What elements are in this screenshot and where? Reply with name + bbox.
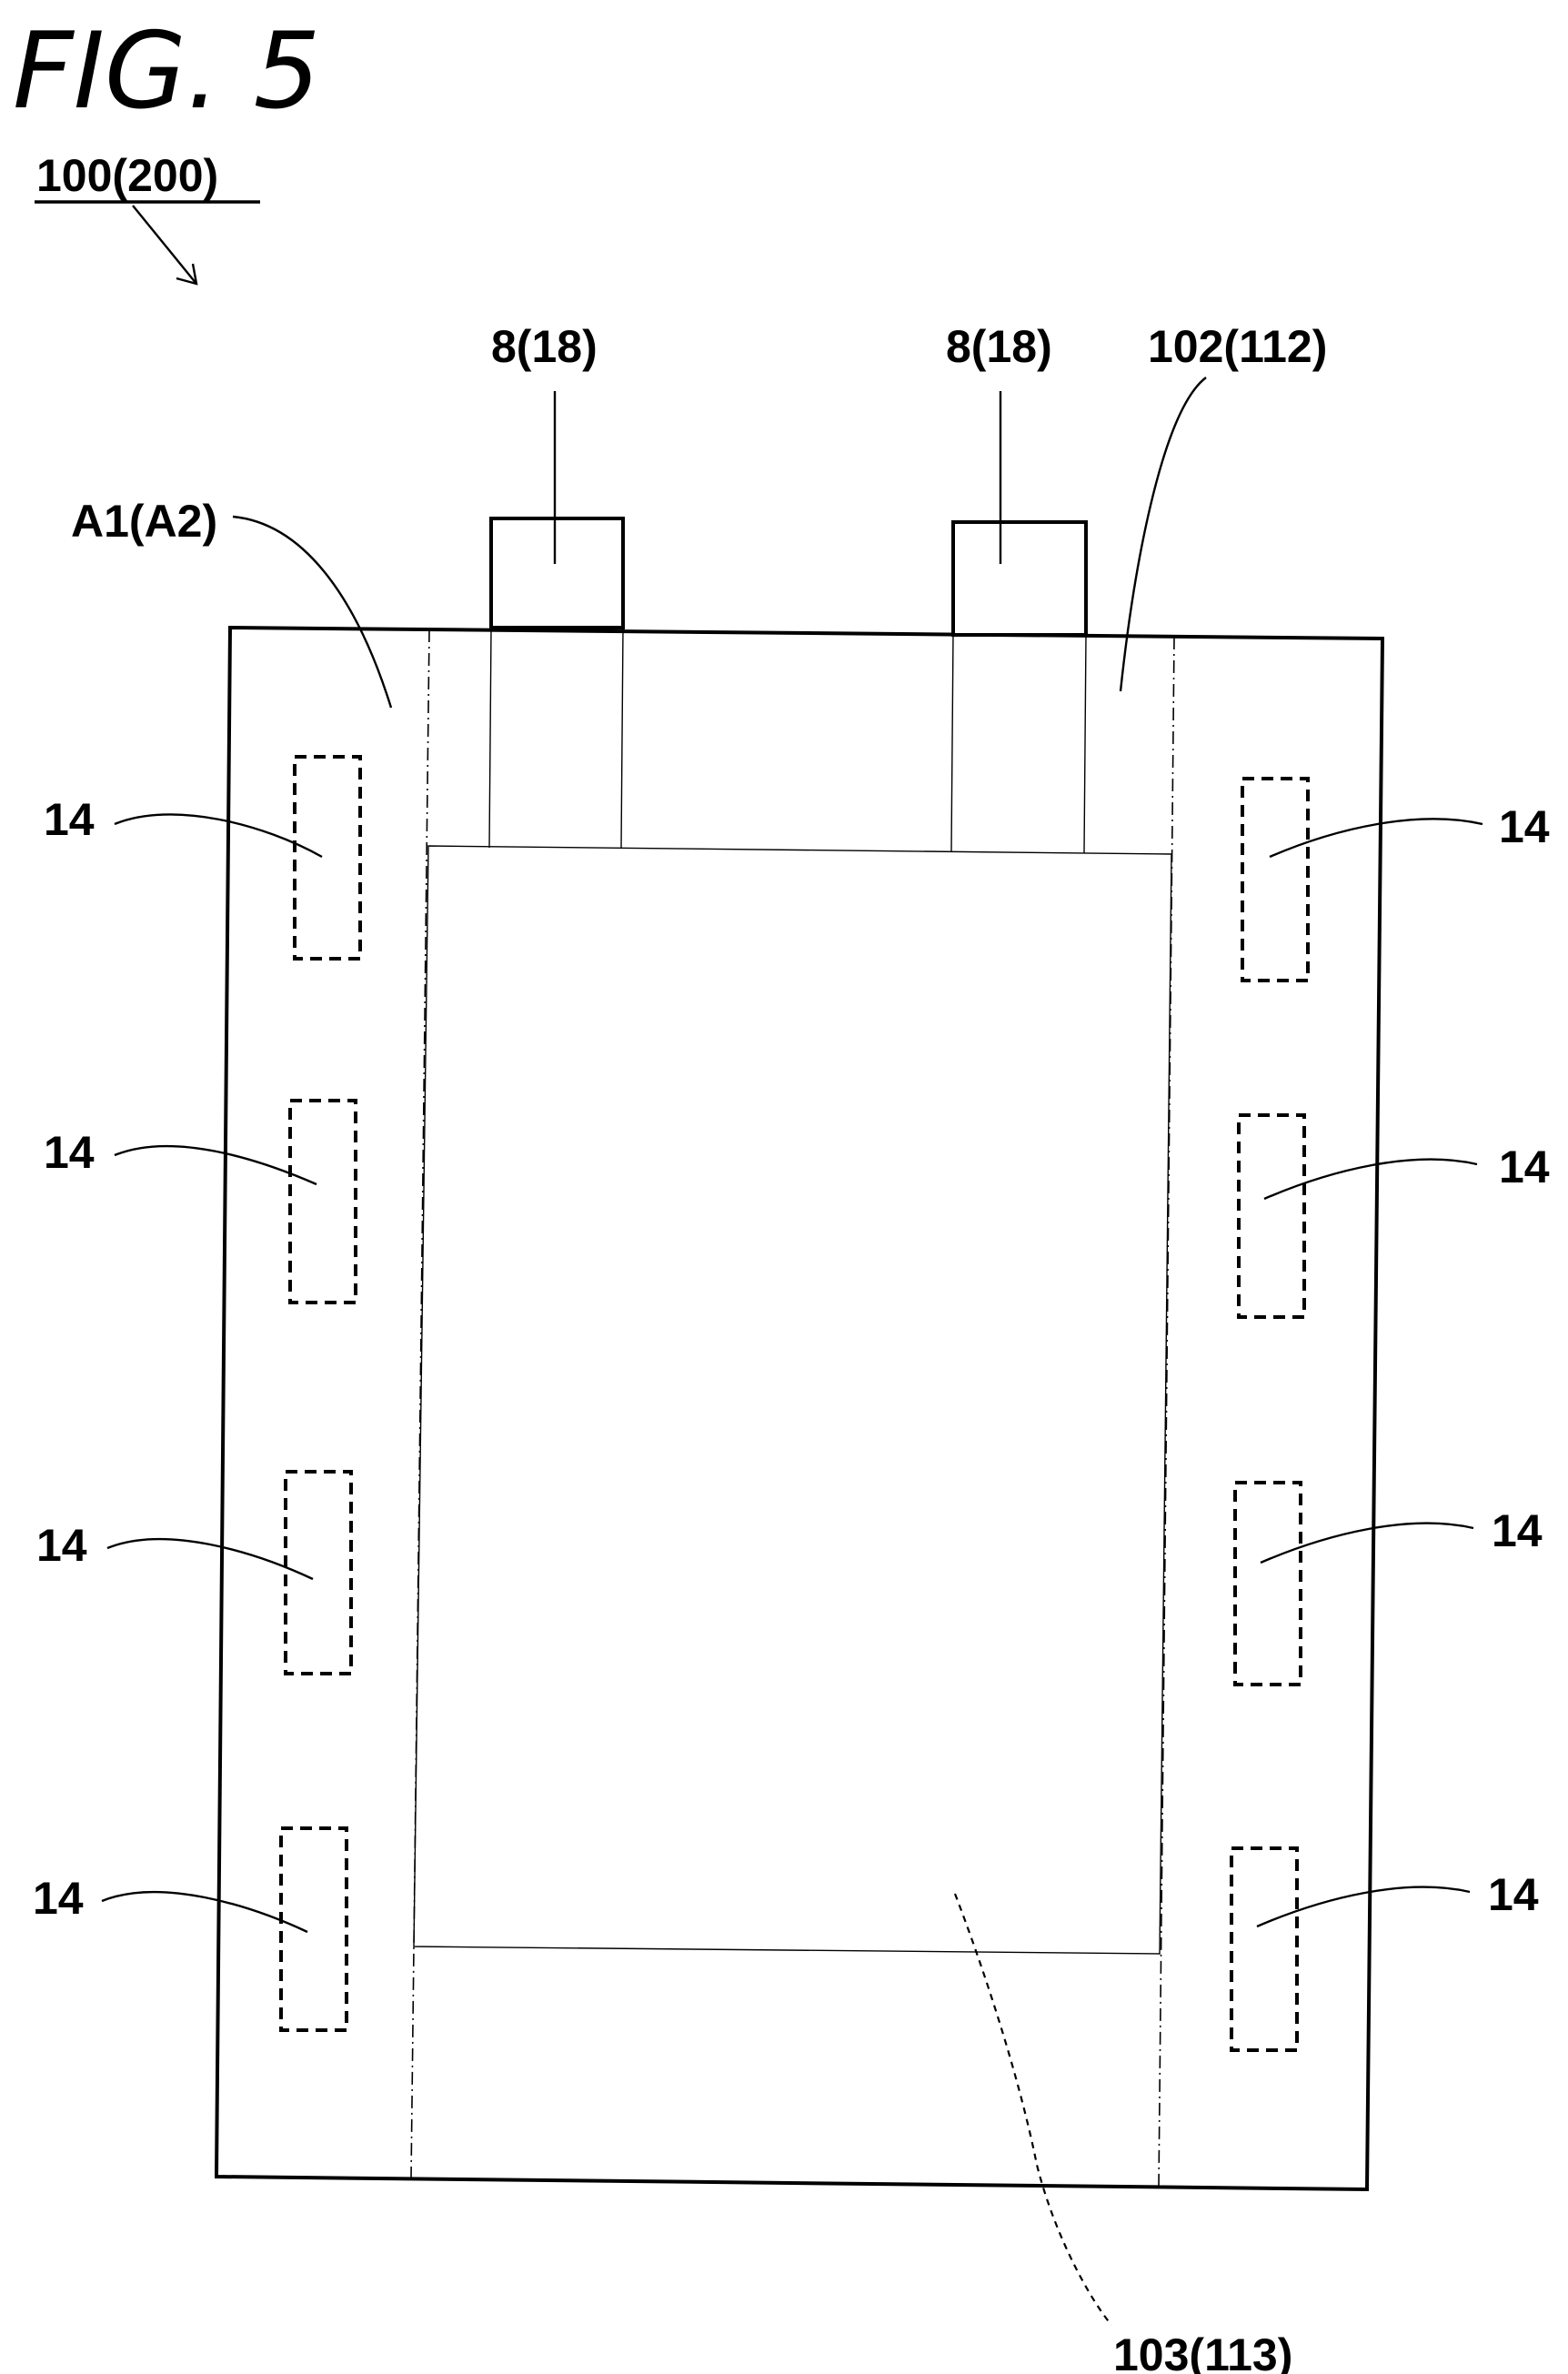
dashed-mark-left-1	[295, 757, 360, 959]
label-outer-region: A1(A2)	[71, 496, 217, 547]
label-inner-region: 103(113)	[1113, 2329, 1292, 2374]
dashed-mark-left-4	[281, 1828, 347, 2030]
figure-title: FIG. 5	[13, 10, 320, 133]
dashed-mark-left-3	[286, 1472, 351, 1674]
label-mark-left-3: 14	[36, 1520, 87, 1571]
leader-mark-right-1	[1270, 819, 1483, 857]
electrode-tab-right	[951, 522, 1086, 853]
leader-mark-right-4	[1257, 1887, 1470, 1926]
dashed-mark-left-2	[290, 1101, 356, 1303]
label-mark-right-2: 14	[1499, 1142, 1550, 1192]
pouch-outline	[216, 628, 1382, 2189]
label-tab-left: 8(18)	[491, 321, 598, 372]
inner-electrode-region	[414, 846, 1171, 1954]
label-mark-right-4: 14	[1488, 1869, 1539, 1920]
assembly-label: 100(200)	[36, 150, 218, 201]
assembly-arrow	[133, 206, 196, 284]
label-mark-left-1: 14	[44, 794, 95, 845]
leader-mark-left-3	[107, 1539, 313, 1579]
label-seal-region: 102(112)	[1148, 321, 1327, 372]
leader-seal-region	[1121, 377, 1206, 691]
dashed-mark-right-2	[1239, 1115, 1304, 1317]
leader-mark-left-1	[115, 814, 322, 857]
leader-inner-region	[955, 1894, 1111, 2325]
leader-mark-right-2	[1264, 1160, 1477, 1199]
dashed-mark-right-4	[1231, 1848, 1297, 2050]
leader-mark-left-4	[102, 1892, 307, 1932]
dashed-mark-right-3	[1235, 1483, 1301, 1685]
label-mark-right-3: 14	[1492, 1505, 1543, 1556]
label-mark-left-4: 14	[33, 1873, 84, 1924]
dashed-mark-right-1	[1242, 779, 1308, 981]
label-tab-right: 8(18)	[946, 321, 1052, 372]
leader-mark-left-2	[115, 1146, 317, 1184]
label-mark-right-1: 14	[1499, 801, 1550, 852]
leader-mark-right-3	[1261, 1524, 1473, 1563]
label-mark-left-2: 14	[44, 1127, 95, 1178]
leader-outer-region	[233, 517, 391, 708]
electrode-tab-left	[489, 518, 623, 848]
